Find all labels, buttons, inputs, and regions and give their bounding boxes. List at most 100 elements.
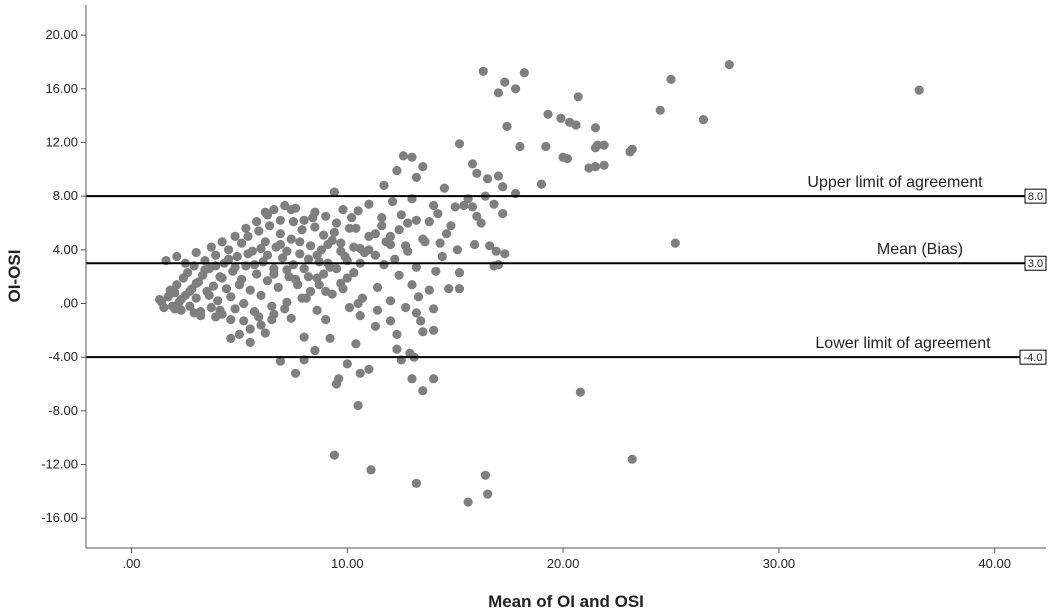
data-point [312,273,322,283]
axes: 20.00 16.00 12.00 8.00 4.00 .00 -4.00 -8.00 -12.… [41,5,1046,571]
data-point [260,328,270,338]
data-point [342,359,352,369]
data-point [230,304,240,314]
data-point [331,218,342,228]
data-point [394,270,404,280]
data-point [325,333,335,343]
data-point [493,260,503,270]
data-point [321,315,331,325]
y-tick-label: .00 [60,296,78,311]
data-point [418,386,428,396]
data-point [303,254,314,264]
data-point [286,313,296,323]
data-point [424,217,434,227]
y-tick-label: 12.00 [45,134,78,149]
data-point [344,223,355,233]
data-point [256,320,266,330]
data-point [252,269,262,279]
data-point [454,268,465,278]
reference-value-box [1019,349,1047,365]
data-point [321,211,331,221]
x-tick-label: 10.00 [331,556,364,571]
data-point [698,115,709,125]
data-point [275,239,285,250]
data-point [493,171,503,181]
data-point [230,231,240,241]
data-point [573,92,583,102]
data-point [217,273,227,283]
data-point [303,272,314,282]
data-point [206,242,216,252]
data-point [355,311,365,321]
data-point [241,223,251,233]
reference-lines: Upper limit of agreement 8.0 Mean (Bias) 3.… [86,174,1047,365]
data-point [420,237,430,247]
x-axis-title: Mean of OI and OSI [488,592,644,611]
data-point [627,144,637,154]
data-point [269,269,279,279]
data-point [344,302,355,313]
data-point [338,205,348,215]
data-point [319,230,329,240]
data-point [237,238,247,248]
data-point [288,260,298,270]
data-point [627,454,637,464]
data-point [191,278,201,288]
x-tick-label: 30.00 [763,556,796,571]
data-point [329,187,339,197]
data-point [239,298,249,309]
data-point [234,329,244,339]
data-point [372,282,383,292]
data-point [226,292,236,302]
data-point [498,209,508,219]
data-point [245,324,255,334]
data-point [498,182,508,192]
x-tick-label: 40.00 [978,556,1011,571]
data-point [342,273,352,283]
data-point [670,238,680,248]
data-point [230,262,240,272]
data-point [411,215,421,225]
data-point [355,368,365,378]
data-point [476,218,486,228]
data-point [232,251,242,262]
data-point [347,213,357,223]
data-point [392,166,402,176]
data-point [170,288,180,298]
data-point [370,321,380,331]
data-point [472,211,482,221]
data-point [385,316,396,326]
data-point [329,450,339,460]
data-point [377,221,387,231]
data-point [215,305,225,315]
data-point [217,237,227,247]
data-point [306,286,316,296]
data-point [377,213,387,223]
data-point [463,497,473,507]
data-point [439,183,449,193]
data-point [411,262,421,272]
data-point [590,123,601,133]
data-point [575,387,586,397]
data-point [331,379,342,389]
data-point [401,302,411,313]
data-point [590,162,601,172]
data-point [208,281,219,291]
data-point [191,247,201,258]
data-point [254,226,264,236]
y-tick-label: -4.00 [48,349,78,364]
data-point [480,470,490,480]
data-point [260,237,270,247]
data-point [407,374,417,384]
data-point [556,113,566,123]
data-point [224,254,234,264]
data-point [211,312,221,322]
data-point [385,239,396,250]
data-point [290,368,301,378]
data-point [286,205,296,215]
y-tick-label: 8.00 [53,188,78,203]
data-point [249,260,260,270]
data-point [275,229,285,239]
data-point [245,337,255,347]
